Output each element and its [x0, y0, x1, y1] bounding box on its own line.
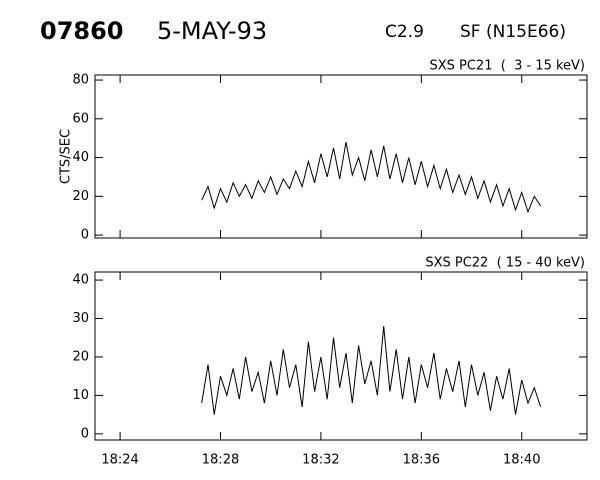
panel-title: SXS PC22 ( 15 - 40 keV): [425, 256, 585, 271]
y-tick-label: 0: [81, 426, 89, 441]
x-tick-label: 18:36: [403, 453, 440, 468]
y-axis-label: CTS/SEC: [59, 129, 74, 184]
x-tick-label: 18:32: [302, 453, 339, 468]
panel-title: SXS PC21 ( 3 - 15 keV): [429, 59, 585, 74]
y-tick-label: 40: [72, 150, 89, 165]
y-tick-label: 10: [72, 388, 89, 403]
x-tick-label: 18:40: [503, 453, 540, 468]
x-tick-label: 18:28: [202, 453, 239, 468]
series-line: [201, 142, 542, 214]
y-tick-label: 20: [72, 349, 89, 364]
plot-frame: [94, 271, 588, 441]
plot-frame: [94, 74, 588, 239]
y-tick-label: 80: [72, 73, 89, 88]
y-tick-label: 40: [72, 273, 89, 288]
event-id: 07860: [40, 17, 124, 45]
y-tick-label: 20: [72, 189, 89, 204]
series-line: [201, 326, 542, 415]
y-tick-label: 30: [72, 311, 89, 326]
x-tick-label: 18:24: [101, 453, 138, 468]
flare-location: SF (N15E66): [460, 22, 566, 42]
event-date: 5-MAY-93: [157, 17, 267, 45]
y-tick-label: 60: [72, 111, 89, 126]
flare-class: C2.9: [385, 22, 424, 42]
y-tick-label: 0: [81, 228, 89, 243]
